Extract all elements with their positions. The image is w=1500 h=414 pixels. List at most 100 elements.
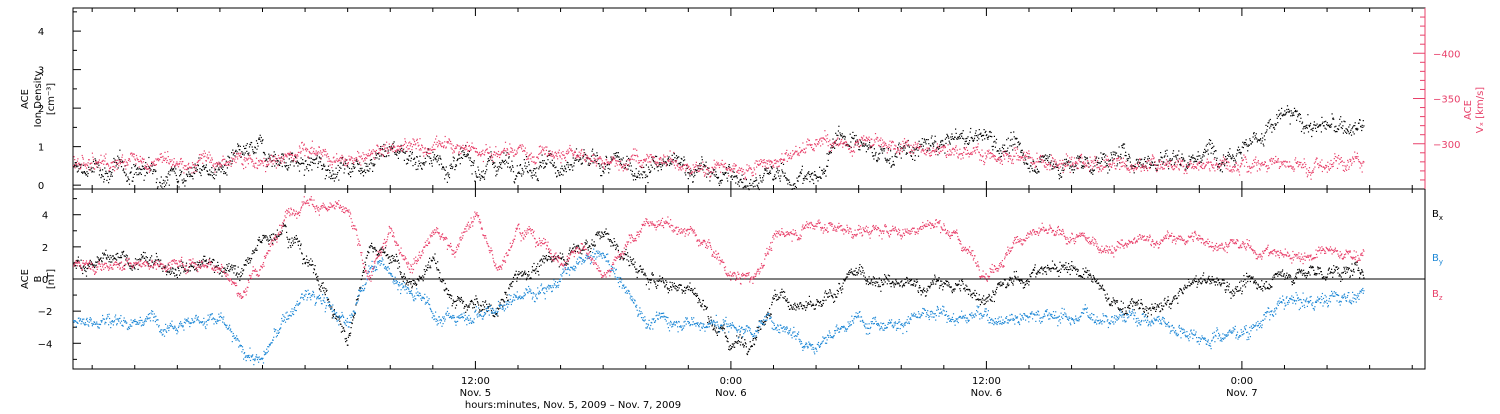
data-point-density (375, 157, 376, 158)
data-point-density (462, 150, 463, 151)
data-point-vx (830, 144, 831, 145)
data-point-vx (718, 162, 719, 163)
data-point-vx (1322, 171, 1323, 172)
data-point-density (668, 158, 669, 159)
data-point-vx (466, 149, 467, 150)
data-point-density (95, 158, 96, 159)
data-point-vx (1016, 159, 1017, 160)
data-point-vx (468, 150, 469, 151)
data-point-density (593, 162, 594, 163)
data-point-vx (244, 157, 245, 158)
data-point-density (670, 163, 671, 164)
data-point-bx (103, 254, 104, 255)
data-point-density (1100, 163, 1101, 164)
data-point-vx (215, 163, 216, 164)
data-point-vx (710, 172, 711, 173)
data-point-density (1355, 122, 1356, 123)
data-point-vx (137, 158, 138, 159)
data-point-vx (1338, 155, 1339, 156)
data-point-vx (787, 161, 788, 162)
data-point-density (966, 141, 967, 142)
data-point-vx (219, 166, 220, 167)
data-point-density (1010, 140, 1011, 141)
data-point-density (1202, 156, 1203, 157)
data-point-density (373, 163, 374, 164)
data-point-vx (181, 158, 182, 159)
data-point-vx (624, 168, 625, 169)
data-point-vx (453, 150, 454, 151)
data-point-density (127, 180, 128, 181)
data-point-density (1328, 125, 1329, 126)
data-point-vx (787, 155, 788, 156)
data-point-density (368, 171, 369, 172)
data-point-density (721, 182, 722, 183)
data-point-density (875, 152, 876, 153)
data-point-density (219, 169, 220, 170)
data-point-density (487, 161, 488, 162)
data-point-density (567, 162, 568, 163)
data-point-vx (547, 155, 548, 156)
data-point-vx (1026, 156, 1027, 157)
data-point-vx (1121, 166, 1122, 167)
data-point-density (1165, 153, 1166, 154)
data-point-density (1172, 153, 1173, 154)
data-point-density (1339, 125, 1340, 126)
data-point-density (855, 141, 856, 142)
data-point-vx (210, 160, 211, 161)
data-point-vx (148, 166, 149, 167)
data-point-vx (1318, 167, 1319, 168)
data-point-vx (756, 160, 757, 161)
data-point-vx (365, 160, 366, 161)
data-point-density (133, 164, 134, 165)
data-point-density (100, 169, 101, 170)
data-point-vx (1200, 166, 1201, 167)
data-point-density (932, 143, 933, 144)
data-point-density (1197, 159, 1198, 160)
data-point-density (316, 157, 317, 158)
data-point-density (879, 158, 880, 159)
data-point-density (1326, 129, 1327, 130)
data-point-vx (1025, 155, 1026, 156)
data-point-vx (420, 148, 421, 149)
data-point-density (1104, 153, 1105, 154)
data-point-density (1311, 129, 1312, 130)
data-point-vx (196, 165, 197, 166)
data-point-vx (1163, 163, 1164, 164)
data-point-vx (98, 162, 99, 163)
data-point-density (1049, 156, 1050, 157)
data-point-vx (1337, 168, 1338, 169)
data-point-density (557, 176, 558, 177)
data-point-vx (507, 148, 508, 149)
data-point-vx (799, 155, 800, 156)
data-point-density (564, 170, 565, 171)
data-point-density (331, 176, 332, 177)
data-point-vx (558, 152, 559, 153)
data-point-vx (500, 154, 501, 155)
data-point-density (188, 171, 189, 172)
data-point-vx (1202, 168, 1203, 169)
data-point-vx (498, 151, 499, 152)
data-point-density (1165, 151, 1166, 152)
data-point-density (450, 168, 451, 169)
data-point-bx (125, 259, 126, 260)
data-point-density (728, 173, 729, 174)
data-point-density (1332, 113, 1333, 114)
data-point-vx (238, 153, 239, 154)
data-point-density (238, 145, 239, 146)
data-point-vx (674, 160, 675, 161)
data-point-density (877, 161, 878, 162)
data-point-vx (378, 152, 379, 153)
data-point-vx (382, 154, 383, 155)
data-point-vx (1141, 171, 1142, 172)
data-point-density (140, 169, 141, 170)
data-point-density (262, 139, 263, 140)
data-point-vx (177, 164, 178, 165)
data-point-vx (601, 163, 602, 164)
data-point-vx (974, 150, 975, 151)
data-point-density (884, 148, 885, 149)
data-point-vx (235, 162, 236, 163)
data-point-density (247, 143, 248, 144)
data-point-vx (690, 168, 691, 169)
data-point-density (990, 136, 991, 137)
data-point-density (252, 146, 253, 147)
